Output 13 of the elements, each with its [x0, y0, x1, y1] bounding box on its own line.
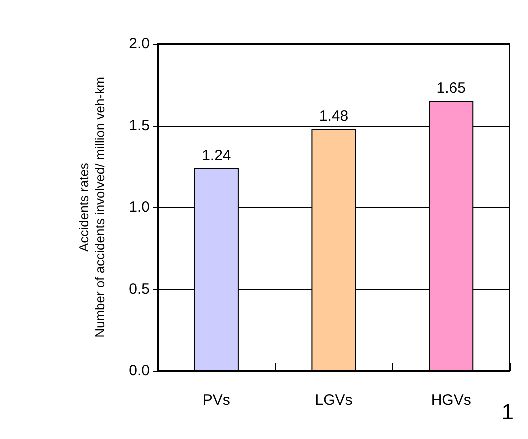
y-tick-label: 1.0	[129, 199, 150, 216]
y-tick-label: 1.5	[129, 117, 150, 134]
data-label: 1.65	[436, 80, 466, 98]
data-label: 1.48	[319, 108, 349, 126]
text: 1	[502, 400, 514, 424]
data-label: 1.24	[202, 147, 232, 164]
x-tick-label: LGVs	[315, 392, 353, 409]
x-tick-label: PVs	[202, 392, 230, 409]
y-axis-title: Accidents rates Number of accidents involved/ million veh-km	[76, 77, 108, 338]
x-tick-label: HGVs	[431, 392, 472, 409]
y-tick-label: 2.0	[129, 36, 150, 52]
y-tick-label: 0.5	[129, 280, 150, 298]
y-tick-label: 0.0	[129, 362, 150, 380]
